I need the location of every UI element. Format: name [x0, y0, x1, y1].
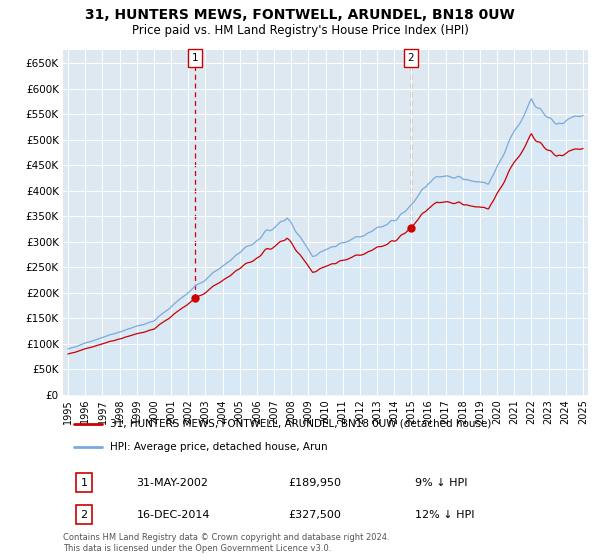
Text: Contains HM Land Registry data © Crown copyright and database right 2024.
This d: Contains HM Land Registry data © Crown c… — [63, 533, 389, 553]
Text: 31, HUNTERS MEWS, FONTWELL, ARUNDEL, BN18 0UW: 31, HUNTERS MEWS, FONTWELL, ARUNDEL, BN1… — [85, 8, 515, 22]
Text: 2: 2 — [80, 510, 88, 520]
Text: 9% ↓ HPI: 9% ↓ HPI — [415, 478, 467, 488]
Text: 1: 1 — [192, 53, 199, 63]
Text: 16-DEC-2014: 16-DEC-2014 — [137, 510, 210, 520]
Text: £327,500: £327,500 — [289, 510, 341, 520]
Text: 2: 2 — [407, 53, 414, 63]
Text: 12% ↓ HPI: 12% ↓ HPI — [415, 510, 474, 520]
Text: 31-MAY-2002: 31-MAY-2002 — [137, 478, 209, 488]
Text: 31, HUNTERS MEWS, FONTWELL, ARUNDEL, BN18 0UW (detached house): 31, HUNTERS MEWS, FONTWELL, ARUNDEL, BN1… — [110, 419, 491, 429]
Text: 1: 1 — [80, 478, 88, 488]
Text: HPI: Average price, detached house, Arun: HPI: Average price, detached house, Arun — [110, 442, 328, 452]
Text: £189,950: £189,950 — [289, 478, 342, 488]
Text: Price paid vs. HM Land Registry's House Price Index (HPI): Price paid vs. HM Land Registry's House … — [131, 24, 469, 36]
